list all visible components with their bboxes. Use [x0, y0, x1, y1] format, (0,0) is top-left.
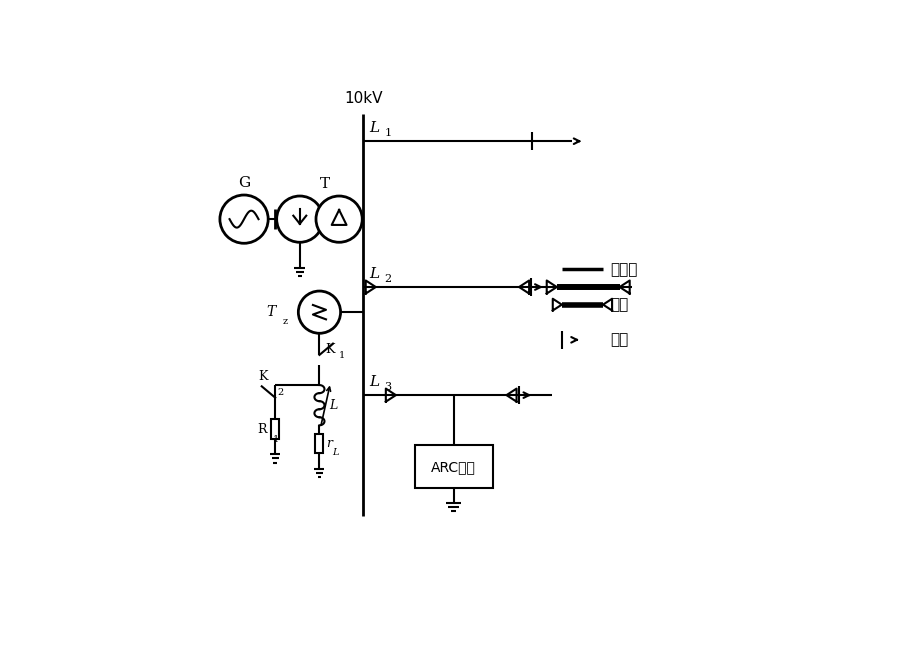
Text: 2: 2	[278, 388, 284, 396]
Text: L: L	[369, 267, 380, 281]
Bar	[271, 419, 279, 439]
Text: 负荷: 负荷	[610, 332, 629, 347]
Text: ARC故障: ARC故障	[431, 460, 476, 474]
Text: r: r	[327, 438, 332, 451]
Circle shape	[316, 196, 362, 242]
Bar	[315, 434, 323, 453]
Text: L: L	[369, 375, 380, 389]
Circle shape	[276, 196, 323, 242]
Text: G: G	[238, 176, 250, 190]
Text: 1: 1	[384, 128, 392, 138]
Text: L: L	[332, 448, 339, 457]
Text: K: K	[258, 370, 267, 383]
Text: 1: 1	[273, 436, 279, 444]
Text: 3: 3	[384, 382, 392, 392]
Text: L: L	[329, 399, 338, 411]
Text: T: T	[266, 305, 275, 319]
Bar	[415, 445, 492, 488]
Circle shape	[298, 291, 340, 333]
Text: 2: 2	[384, 274, 392, 284]
Text: 架空线: 架空线	[610, 262, 638, 277]
Text: 电缆: 电缆	[610, 297, 629, 312]
Text: L: L	[369, 121, 380, 135]
Text: R: R	[257, 423, 267, 436]
Text: z: z	[283, 317, 287, 326]
Text: K: K	[326, 343, 335, 356]
Text: 10kV: 10kV	[344, 91, 382, 106]
Text: 1: 1	[338, 351, 345, 360]
Text: T: T	[320, 177, 329, 191]
